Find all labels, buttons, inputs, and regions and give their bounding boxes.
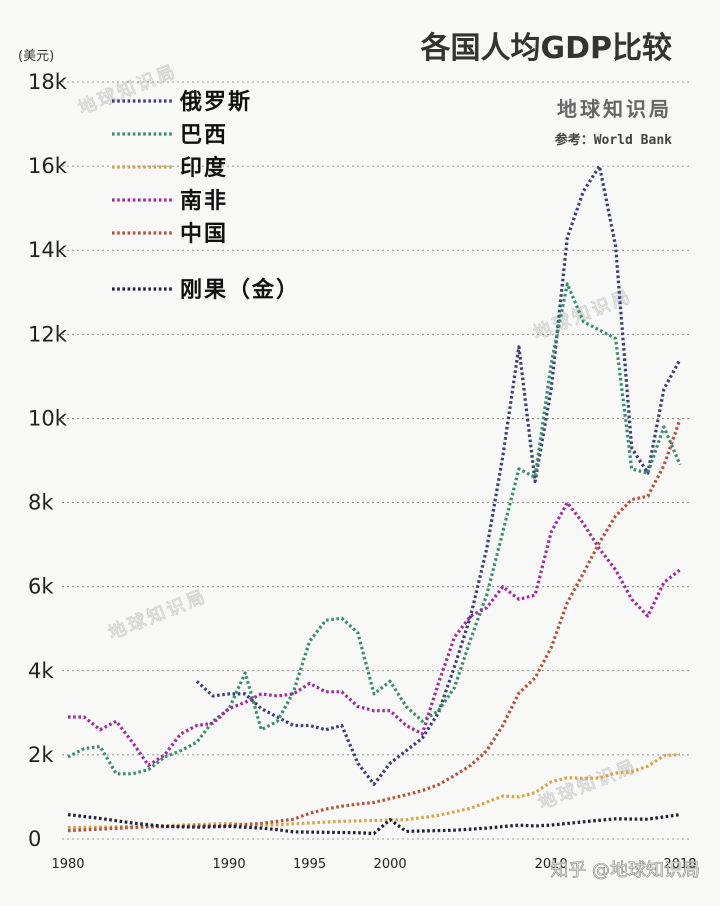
- legend-label: 巴西: [180, 123, 228, 148]
- series-line: [68, 501, 681, 767]
- x-tick-label: 2010: [535, 857, 568, 872]
- x-tick-label: 1995: [293, 857, 326, 872]
- series-line: [67, 813, 681, 836]
- y-tick-label: 2k: [28, 743, 54, 767]
- legend-label: 中国: [180, 222, 228, 247]
- y-tick-label: 18k: [28, 70, 68, 94]
- source-label: 参考：World Bank: [555, 132, 672, 148]
- y-tick-label: 8k: [28, 491, 54, 515]
- legend-label: 俄罗斯: [179, 89, 252, 115]
- y-tick-label: 6k: [28, 575, 54, 599]
- series-line: [67, 282, 682, 776]
- zhihu-watermark: 知乎 @地球知识局: [550, 860, 700, 881]
- y-tick-labels: 0 2k 4k 6k 8k 10k 12k 14k 16k 18k: [28, 70, 68, 851]
- y-tick-label: 14k: [28, 238, 68, 262]
- legend-label: 印度: [180, 155, 228, 181]
- legend-label: 刚果（金）: [180, 277, 300, 303]
- series-line: [195, 164, 682, 786]
- x-tick-label: 2000: [374, 857, 407, 872]
- x-tick-label: 1980: [51, 857, 84, 872]
- y-tick-label: 10k: [28, 406, 68, 430]
- y-tick-label: 12k: [28, 322, 68, 346]
- y-unit-label: (美元): [18, 49, 54, 64]
- series-lines: [67, 164, 682, 836]
- y-tick-label: 16k: [28, 154, 68, 178]
- y-tick-label: 0: [28, 827, 41, 851]
- legend-label: 南非: [180, 189, 228, 214]
- series-line: [67, 418, 682, 833]
- x-tick-label: 2018: [663, 857, 696, 872]
- chart-title: 各国人均GDP比较: [419, 31, 672, 66]
- x-tick-label: 1990: [213, 857, 246, 872]
- brand-label: 地球知识局: [557, 97, 672, 121]
- x-tick-labels: 1980 1990 1995 2000 2010 2018: [51, 857, 696, 872]
- y-tick-label: 4k: [28, 659, 54, 683]
